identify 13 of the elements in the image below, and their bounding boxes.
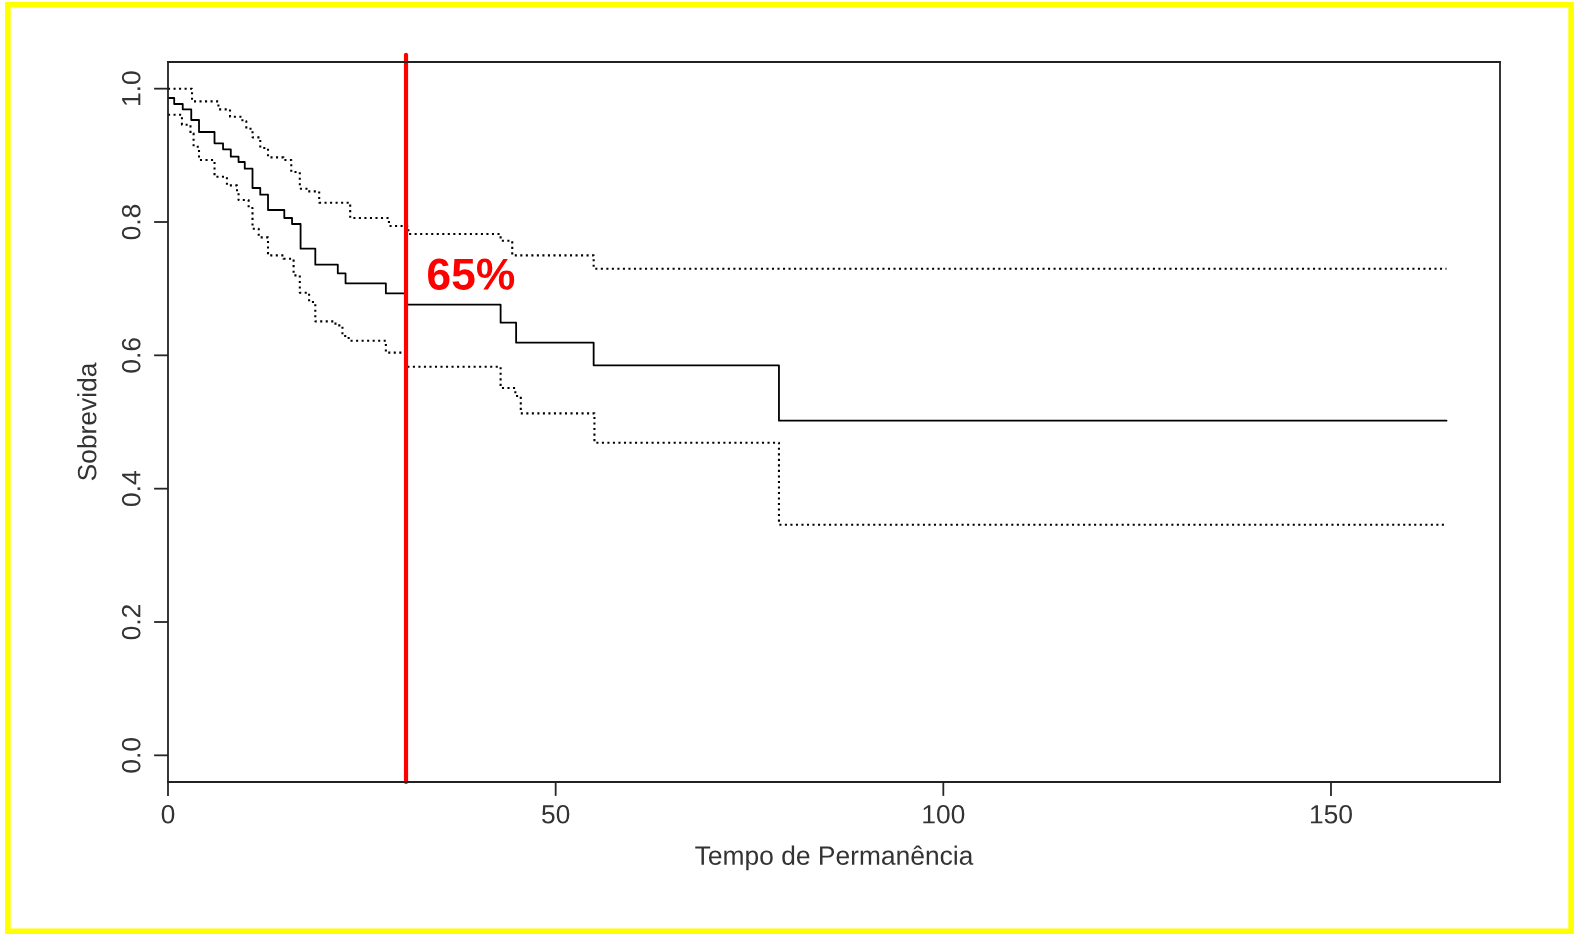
y-axis-title: Sobrevida [77,362,97,481]
annotation: 65% [428,258,515,290]
x-tick-label: 50 [542,804,570,824]
x-tick-label: 0 [161,804,175,824]
y-tick-label: 0.0 [121,738,141,773]
y-tick-label: 0.6 [121,338,141,373]
x-tick-label: 150 [1310,804,1352,824]
y-tick-label: 1.0 [121,71,141,105]
y-tick-label: 0.2 [121,604,141,640]
x-tick-label: 100 [923,804,965,824]
y-tick-label: 0.8 [121,204,141,240]
x-axis-title: Tempo de Permanência [695,845,974,871]
y-tick-label: 0.4 [121,471,141,506]
